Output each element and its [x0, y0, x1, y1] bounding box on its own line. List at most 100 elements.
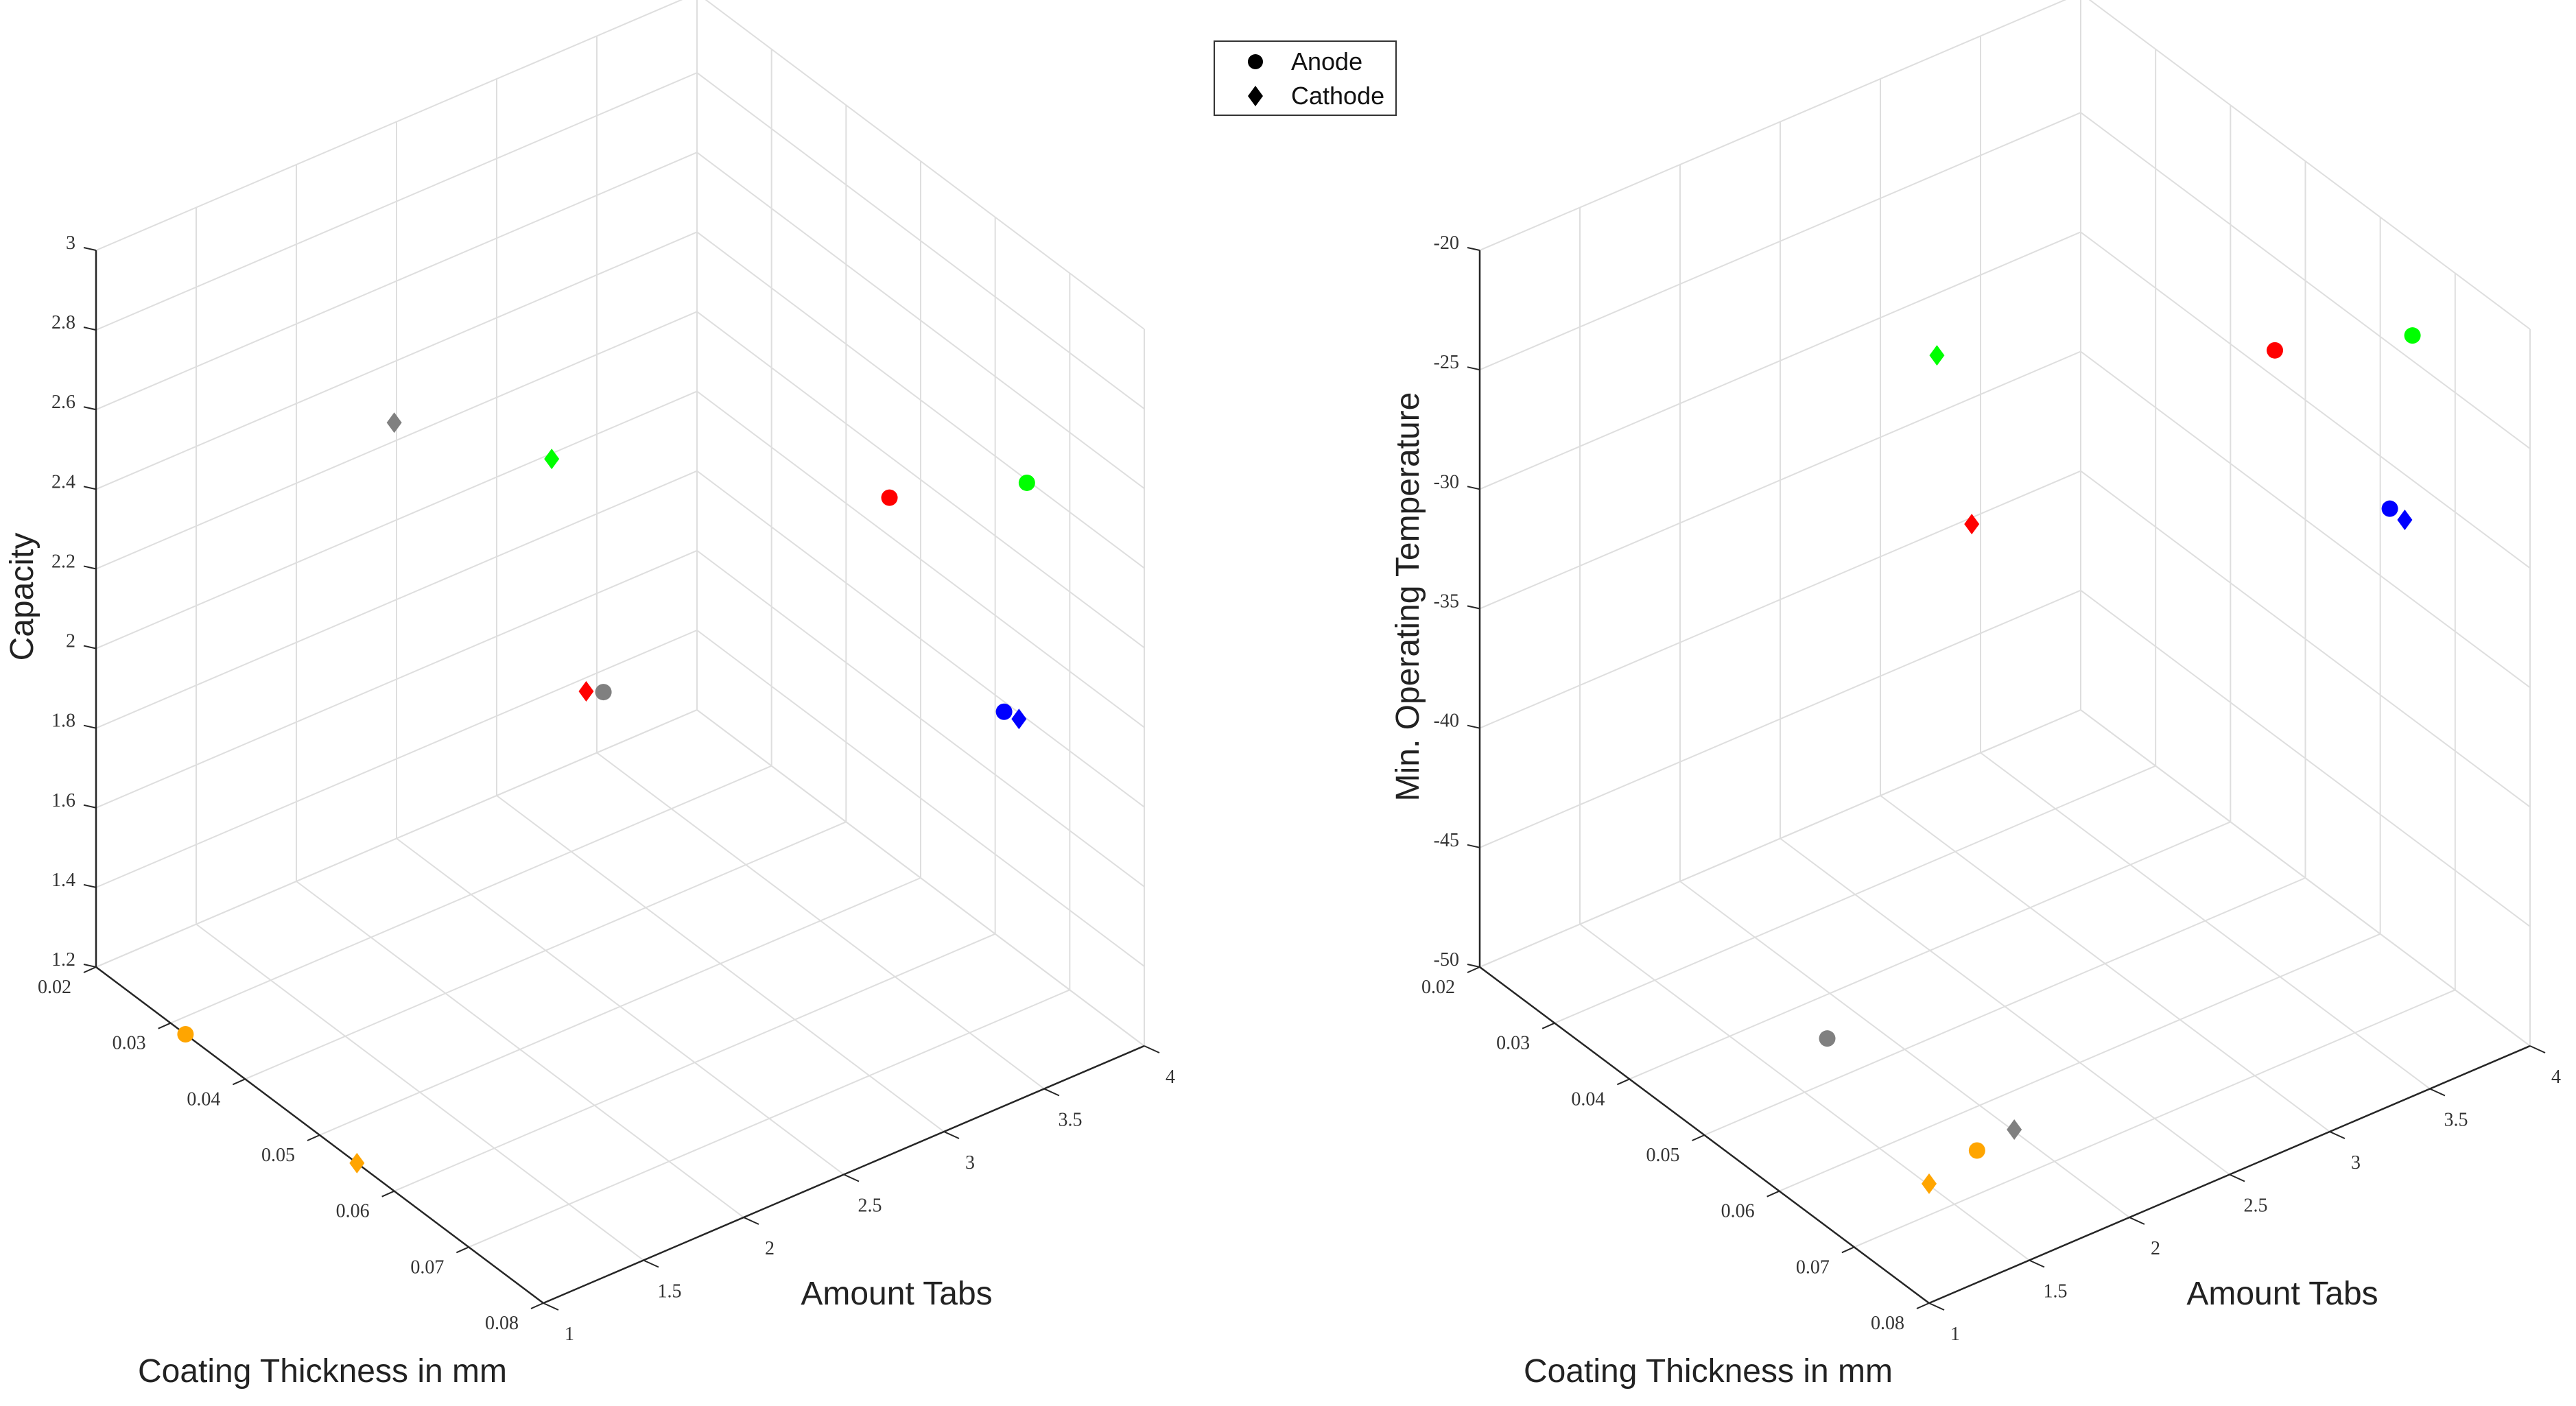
temperature-plot: 1 1.5 2 2.5 3 3.5 4 0.02 0.03 0.04 0.05 0.06 0.07 0.0… [1390, 0, 2561, 1390]
data-point-anode [995, 703, 1013, 720]
z-tick-label: -20 [1434, 233, 1459, 254]
z-tick-mark [83, 247, 97, 251]
z-axis-title: Capacity [4, 533, 40, 661]
x-tick-mark [1928, 1302, 1945, 1311]
data-point-cathode [1922, 1173, 1937, 1194]
grid-line-z-side [696, 231, 1145, 569]
data-point-anode [2404, 327, 2421, 344]
x-tick-label: 1 [1950, 1324, 1960, 1345]
x-tick-mark [1043, 1088, 1060, 1097]
z-tick-mark [1467, 366, 1480, 371]
y-tick-label: 0.02 [1421, 977, 1455, 998]
grid-line-z-side [705, 0, 1145, 330]
y-tick-mark [1766, 1190, 1780, 1198]
y-tick-label: 0.03 [113, 1033, 146, 1054]
y-tick-mark [1692, 1134, 1705, 1141]
y-tick-mark [83, 966, 97, 973]
z-tick-label: 2 [66, 631, 75, 652]
x-tick-label: 3.5 [1059, 1110, 1083, 1131]
x-tick-mark [743, 1217, 759, 1225]
data-point-cathode [2007, 1119, 2022, 1140]
y-tick-mark [1916, 1302, 1930, 1309]
z-tick-mark [1467, 844, 1480, 848]
x-tick-label: 3.5 [2444, 1110, 2468, 1131]
data-point-anode [1968, 1142, 1985, 1159]
legend-box [1214, 40, 1397, 116]
grid-line-z-side [696, 630, 1145, 967]
grid-line-z-back [95, 470, 698, 729]
data-point-cathode [578, 681, 594, 702]
data-point-anode [177, 1026, 194, 1042]
grid-line-z-back [95, 231, 698, 490]
x-tick-label: 3 [2351, 1152, 2361, 1173]
y-tick-label: 0.02 [38, 977, 71, 998]
z-tick-mark [83, 565, 97, 570]
y-tick-label: 0.06 [1721, 1201, 1755, 1222]
y-tick-label: 0.07 [1796, 1256, 1830, 1278]
z-tick-label: -30 [1434, 471, 1459, 492]
z-tick-mark [1467, 724, 1480, 729]
grid-line-z-back [1479, 231, 2081, 490]
x-tick-mark [843, 1173, 860, 1182]
y-tick-mark [530, 1302, 544, 1309]
z-tick-label: 2.4 [51, 471, 75, 492]
x-tick-mark [943, 1131, 960, 1139]
z-tick-mark [83, 326, 97, 331]
grid-line-y-floor [1854, 989, 2456, 1248]
grid-line-z-side [2080, 709, 2531, 1047]
grid-line-z-side [2080, 231, 2531, 569]
x-tick-label: 2.5 [2244, 1195, 2268, 1217]
capacity-plot: 1 1.5 2 2.5 3 3.5 4 0.02 0.03 0.04 0.05 0.06 0.07 0.0… [4, 0, 1175, 1390]
x-axis-title: Amount Tabs [2186, 1276, 2378, 1312]
z-tick-label: 2.2 [51, 551, 75, 572]
x-tick-label: 3 [965, 1152, 975, 1173]
y-tick-label: 0.06 [336, 1201, 370, 1222]
z-tick-mark [83, 883, 97, 888]
grid-line-z-back [95, 311, 698, 570]
z-tick-mark [83, 645, 97, 650]
z-tick-mark [83, 964, 97, 968]
z-tick-label: -35 [1434, 591, 1459, 612]
z-tick-label: 1.8 [51, 711, 75, 732]
y-tick-label: 0.04 [187, 1088, 220, 1110]
grid-line-z-back [95, 390, 698, 650]
z-tick-label: 1.6 [51, 790, 75, 811]
grid-line-z-back [95, 629, 698, 888]
grid-line-y-floor [244, 821, 847, 1080]
grid-line-z-side [696, 72, 1145, 409]
x-tick-mark [2129, 1217, 2145, 1225]
z-axis-title: Min. Operating Temperature [1390, 392, 1426, 802]
grid-line-z-side [696, 549, 1145, 887]
y-tick-label: 0.03 [1496, 1033, 1530, 1054]
grid-line-z-back [1479, 589, 2081, 848]
z-tick-label: -40 [1434, 711, 1459, 732]
z-tick-label: 2.8 [51, 312, 75, 333]
legend-anode-label: Anode [1291, 47, 1362, 75]
legend: Anode Cathode [1214, 40, 1397, 116]
data-point-cathode [1011, 708, 1027, 730]
z-tick-mark [1467, 964, 1480, 968]
grid-line-y-floor [1704, 877, 2306, 1136]
y-tick-mark [1841, 1246, 1855, 1254]
z-tick-mark [1467, 247, 1480, 251]
grid-line-z-side [696, 390, 1145, 728]
x-tick-label: 1.5 [2044, 1281, 2068, 1302]
y-tick-label: 0.07 [410, 1256, 444, 1278]
data-point-cathode [544, 449, 560, 470]
grid-line-y-floor [1779, 933, 2381, 1192]
x-tick-label: 2.5 [858, 1195, 882, 1217]
x-tick-mark [2529, 1045, 2546, 1053]
y-tick-mark [1541, 1022, 1555, 1029]
grid-line-z-back [95, 0, 683, 251]
y-tick-mark [158, 1022, 172, 1029]
grid-line-z-back [1479, 112, 2081, 371]
y-tick-mark [1616, 1078, 1630, 1086]
y-axis-title: Coating Thickness in mm [1524, 1353, 1893, 1390]
data-point-cathode [1929, 345, 1945, 366]
x-tick-mark [2429, 1088, 2446, 1097]
x-tick-mark [543, 1302, 559, 1311]
z-tick-label: 1.2 [51, 949, 75, 970]
grid-line-z-back [95, 549, 698, 809]
grid-line-y-floor [468, 989, 1070, 1248]
